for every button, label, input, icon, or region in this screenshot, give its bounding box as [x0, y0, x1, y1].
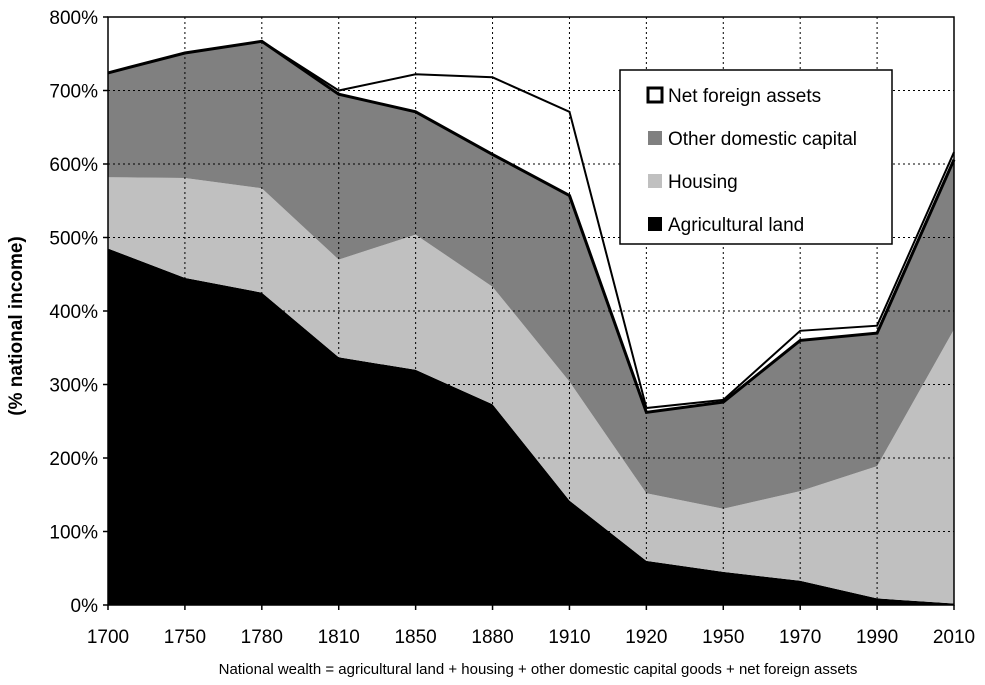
x-axis-label: National wealth = agricultural land + ho… — [219, 661, 858, 678]
y-tick-label: 400% — [49, 302, 98, 323]
x-tick-label: 1880 — [471, 627, 513, 648]
x-tick-label: 1970 — [779, 627, 821, 648]
y-tick-label: 600% — [49, 155, 98, 176]
domestic-capital-line — [107, 39, 956, 415]
area-net-foreign-assets — [108, 41, 954, 413]
x-tick-label: 1950 — [702, 627, 744, 648]
x-tick-label: 1910 — [548, 627, 590, 648]
legend-label: Net foreign assets — [668, 86, 821, 107]
y-tick-label: 100% — [49, 523, 98, 544]
legend-swatch — [648, 131, 662, 145]
legend-items: Net foreign assets Other domestic capital… — [646, 86, 857, 236]
area-housing — [108, 177, 954, 604]
y-axis-label: (% national income) — [6, 236, 27, 415]
legend-box — [619, 69, 893, 245]
legend-swatch — [648, 174, 662, 188]
y-tick-label: 500% — [49, 229, 98, 250]
legend-swatch — [648, 217, 662, 231]
y-tick-label: 700% — [49, 82, 98, 103]
legend-swatch — [646, 86, 664, 104]
stacked-areas — [108, 41, 954, 605]
x-tick-label: 1750 — [164, 627, 206, 648]
x-axis-ticks: 1700 1750 1780 1810 1850 1880 1910 1920 1950 1970… — [87, 605, 975, 648]
x-tick-label: 1810 — [318, 627, 360, 648]
x-tick-label: 1920 — [625, 627, 667, 648]
x-tick-label: 1780 — [241, 627, 283, 648]
x-tick-label: 1990 — [856, 627, 898, 648]
y-tick-label: 200% — [49, 449, 98, 470]
legend-label: Agricultural land — [668, 215, 804, 236]
x-tick-label: 1850 — [394, 627, 436, 648]
x-tick-label: 1700 — [87, 627, 129, 648]
area-agricultural-land — [108, 248, 954, 605]
legend-label: Housing — [668, 172, 738, 193]
x-tick-label: 2010 — [933, 627, 975, 648]
y-tick-label: 300% — [49, 376, 98, 397]
y-tick-label: 0% — [71, 596, 99, 617]
legend: Net foreign assets Other domestic capital… — [619, 69, 893, 245]
area-outlines — [107, 39, 956, 415]
area-other-domestic-capital — [108, 41, 954, 509]
y-tick-label: 800% — [49, 8, 98, 29]
y-axis-ticks: 0% 100% 200% 300% 400% 500% 600% 700% 800% — [49, 8, 108, 617]
legend-label: Other domestic capital — [668, 129, 857, 150]
